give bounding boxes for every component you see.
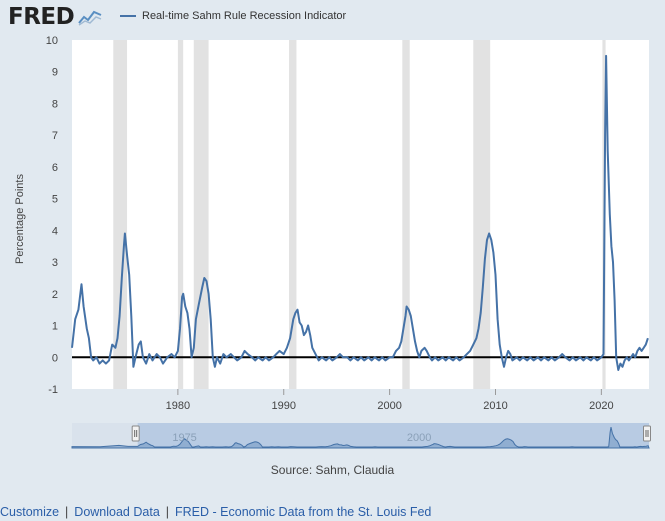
- y-tick-label: 9: [52, 67, 58, 79]
- source-caption: Source: Sahm, Claudia: [270, 463, 395, 477]
- legend-swatch: [120, 15, 136, 17]
- navigator-labels: 1975 2000: [172, 432, 431, 444]
- x-tick-label: 2020: [589, 400, 613, 412]
- y-tick-label: 6: [52, 162, 58, 174]
- navigator-handle-right[interactable]: [643, 425, 651, 442]
- legend-series-label: Real-time Sahm Rule Recession Indicator: [142, 10, 347, 22]
- x-tick-label: 1990: [272, 400, 296, 412]
- y-tick-label: 8: [52, 98, 58, 110]
- recession-band: [193, 40, 209, 389]
- chart-legend: Real-time Sahm Rule Recession Indicator: [120, 10, 346, 22]
- x-tick-label: 2010: [483, 400, 507, 412]
- fred-logo-text: FRED: [8, 4, 75, 30]
- range-navigator[interactable]: 1975 2000: [71, 423, 651, 449]
- y-tick-label: 5: [52, 194, 58, 206]
- navigator-series-area: [71, 426, 650, 449]
- customize-link[interactable]: Customize: [0, 505, 60, 519]
- footer-separator: |: [65, 505, 69, 519]
- navigator-selection[interactable]: [137, 423, 649, 448]
- y-tick-label: 10: [46, 35, 58, 47]
- recession-band: [473, 40, 491, 389]
- recession-band: [177, 40, 184, 389]
- y-tick-label: 7: [52, 130, 58, 142]
- y-tick-label: 3: [52, 257, 58, 269]
- plot-area: [72, 40, 649, 389]
- x-tick-label: 1980: [166, 400, 190, 412]
- y-tick-label: 4: [52, 225, 58, 237]
- chart: -1 0 1 2 3 4 5 6 7 8 9 10 1980 1990 2000 2010 2020 Perc…: [14, 35, 651, 449]
- y-tick-label: 1: [52, 321, 58, 333]
- footer-separator: |: [165, 505, 170, 519]
- fred-home-link[interactable]: FRED - Economic Data from the St. Louis …: [175, 505, 432, 519]
- download-data-link[interactable]: Download Data: [74, 505, 160, 519]
- footer-links: Customize | Download Data | FRED - Economic …: [0, 505, 431, 519]
- x-axis-ticks: 1980 1990 2000 2010 2020: [166, 389, 614, 412]
- recession-band: [289, 40, 297, 389]
- navigator-label: 2000: [407, 432, 431, 444]
- recession-band: [113, 40, 128, 389]
- x-tick-label: 2000: [377, 400, 401, 412]
- navigator-label: 1975: [172, 432, 196, 444]
- series-line: [71, 54, 649, 371]
- line-chart-icon: [77, 7, 104, 27]
- navigator-handle-left[interactable]: [131, 425, 140, 442]
- y-tick-label: 0: [52, 352, 58, 364]
- y-axis-ticks: -1 0 1 2 3 4 5 6 7 8 9 10: [46, 35, 58, 396]
- y-tick-label: -1: [48, 384, 58, 396]
- y-axis-label: Percentage Points: [14, 174, 26, 264]
- fred-logo[interactable]: FRED: [8, 4, 104, 30]
- recession-band: [402, 40, 410, 389]
- y-tick-label: 2: [52, 289, 58, 301]
